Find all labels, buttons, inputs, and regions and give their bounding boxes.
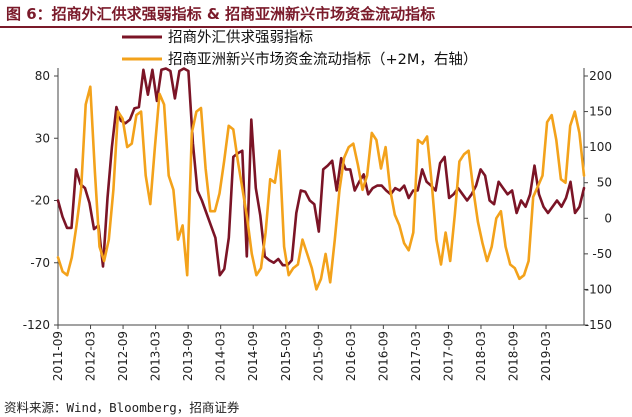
- x-tick-label: 2017-09: [441, 331, 455, 381]
- x-tick-label: 2012-03: [84, 331, 98, 381]
- right-tick-label: 50: [597, 176, 612, 190]
- left-tick-label: -120: [23, 318, 50, 332]
- x-tick-label: 2015-09: [311, 331, 325, 381]
- left-tick-label: -70: [30, 256, 50, 270]
- source-note: 资料来源：Wind，Bloomberg，招商证券: [4, 400, 240, 415]
- left-tick-label: 80: [35, 69, 50, 83]
- x-tick-label: 2015-03: [279, 331, 293, 381]
- series-line-asia-flow: [56, 85, 586, 291]
- x-tick-label: 2013-03: [149, 331, 163, 381]
- x-tick-label: 2012-09: [116, 331, 130, 381]
- x-tick-label: 2018-09: [507, 331, 521, 381]
- x-tick-label: 2019-03: [539, 331, 553, 381]
- right-tick-label: 0: [604, 211, 612, 225]
- right-tick-label: 200: [589, 69, 612, 83]
- x-tick-label: 2014-09: [246, 331, 260, 381]
- figure-title: 图 6：招商外汇供求强弱指标 & 招商亚洲新兴市场资金流动指标: [6, 4, 436, 23]
- x-tick-label: 2016-03: [344, 331, 358, 381]
- right-tick-label: -100: [585, 282, 612, 296]
- right-tick-label: 150: [589, 105, 612, 119]
- legend-label: 招商亚洲新兴市场资金流动指标（+2M，右轴）: [168, 51, 477, 68]
- x-tick-label: 2016-09: [376, 331, 390, 381]
- left-tick-label: -20: [30, 194, 50, 208]
- right-tick-label: 100: [589, 140, 612, 154]
- legend-label: 招商外汇供求强弱指标: [168, 29, 313, 46]
- series-line-fx-indicator: [56, 67, 586, 277]
- x-tick-label: 2011-09: [51, 331, 65, 381]
- right-tick-label: -50: [592, 247, 612, 261]
- x-tick-label: 2014-03: [214, 331, 228, 381]
- title-bar: 图 6：招商外汇供求强弱指标 & 招商亚洲新兴市场资金流动指标: [0, 0, 632, 28]
- x-tick-label: 2018-03: [474, 331, 488, 381]
- left-tick-label: 30: [35, 131, 50, 145]
- right-tick-label: -150: [585, 318, 612, 332]
- x-tick-label: 2017-03: [409, 331, 423, 381]
- x-tick-label: 2013-09: [181, 331, 195, 381]
